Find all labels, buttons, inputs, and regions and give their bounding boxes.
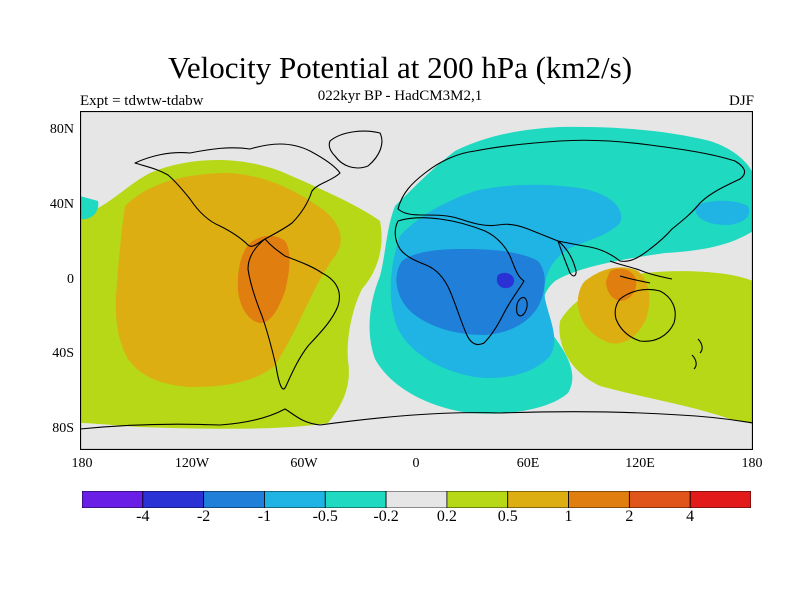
coastline-maritime-continent	[609, 260, 673, 284]
contour-positive-0-2-westpac	[80, 221, 101, 253]
chart-subtitle: 022kyr BP - HadCM3M2,1	[317, 88, 483, 104]
colorbar-swatch	[446, 491, 509, 508]
lat-tick-label: 0	[67, 272, 74, 287]
lon-tick-label: 120W	[174, 456, 210, 471]
colorbar-label: -2	[196, 508, 211, 525]
velocity-potential-map	[80, 111, 753, 450]
contour-negative-0-5-north-pacific	[694, 200, 750, 225]
colorbar-label: -0.2	[373, 508, 399, 525]
colorbar-swatch	[82, 491, 144, 508]
map-frame	[80, 111, 753, 450]
coastline-australia	[614, 288, 676, 342]
coastline-south-america	[247, 238, 340, 390]
lon-tick-label: 60E	[516, 456, 540, 471]
coastline-madagascar	[516, 296, 528, 317]
lat-tick-label: 40N	[49, 197, 74, 212]
lat-tick-label: 80S	[52, 421, 74, 436]
colorbar-label: 0.2	[436, 508, 457, 525]
colorbar-swatch	[203, 491, 265, 508]
coastline-india	[557, 240, 577, 277]
lon-tick-label: 60W	[290, 456, 318, 471]
coastline-north-america	[134, 143, 341, 247]
season-label: DJF	[728, 93, 754, 109]
contour-positive-0-5-pacific	[115, 173, 341, 387]
colorbar-swatch	[324, 491, 387, 508]
colorbar-label: 2	[625, 508, 634, 525]
colorbar-swatch	[507, 491, 569, 508]
lon-tick-label: 0	[412, 456, 420, 471]
chart-title: Velocity Potential at 200 hPa (km2/s)	[167, 50, 633, 85]
coastline-eurasia	[397, 139, 746, 262]
lat-tick-label: 40S	[52, 346, 74, 361]
coastlines	[80, 130, 753, 430]
colorbar-label: 1	[564, 508, 573, 525]
lon-tick-label: 120E	[625, 456, 655, 471]
contour-negative-0-2-atlantic-north	[80, 196, 99, 220]
colorbar-label: 0.5	[497, 508, 518, 525]
colorbar	[82, 491, 751, 508]
contour-negative-1-africa	[396, 249, 545, 335]
colorbar-swatch	[142, 491, 205, 508]
colorbar-label: -1	[257, 508, 272, 525]
colorbar-label: -0.5	[312, 508, 338, 525]
lon-tick-label: 180	[71, 456, 93, 471]
coastline-new-zealand	[691, 338, 703, 370]
colorbar-label: 4	[686, 508, 695, 525]
colorbar-swatch	[385, 491, 448, 508]
contour-negative-2-east-africa	[496, 272, 515, 289]
lat-tick-label: 80N	[49, 122, 74, 137]
experiment-label: Expt = tdwtw-tdabw	[80, 93, 204, 109]
colorbar-swatch	[689, 491, 751, 508]
coastline-greenland	[328, 130, 383, 169]
coastline-antarctica	[80, 408, 753, 430]
lon-tick-label: 180	[741, 456, 763, 471]
colorbar-swatch	[264, 491, 326, 508]
colorbar-swatch	[628, 491, 691, 508]
colorbar-swatch	[568, 491, 630, 508]
coastline-africa	[394, 217, 525, 346]
contour-positive-1-australia	[606, 268, 637, 301]
colorbar-label: -4	[136, 508, 150, 525]
